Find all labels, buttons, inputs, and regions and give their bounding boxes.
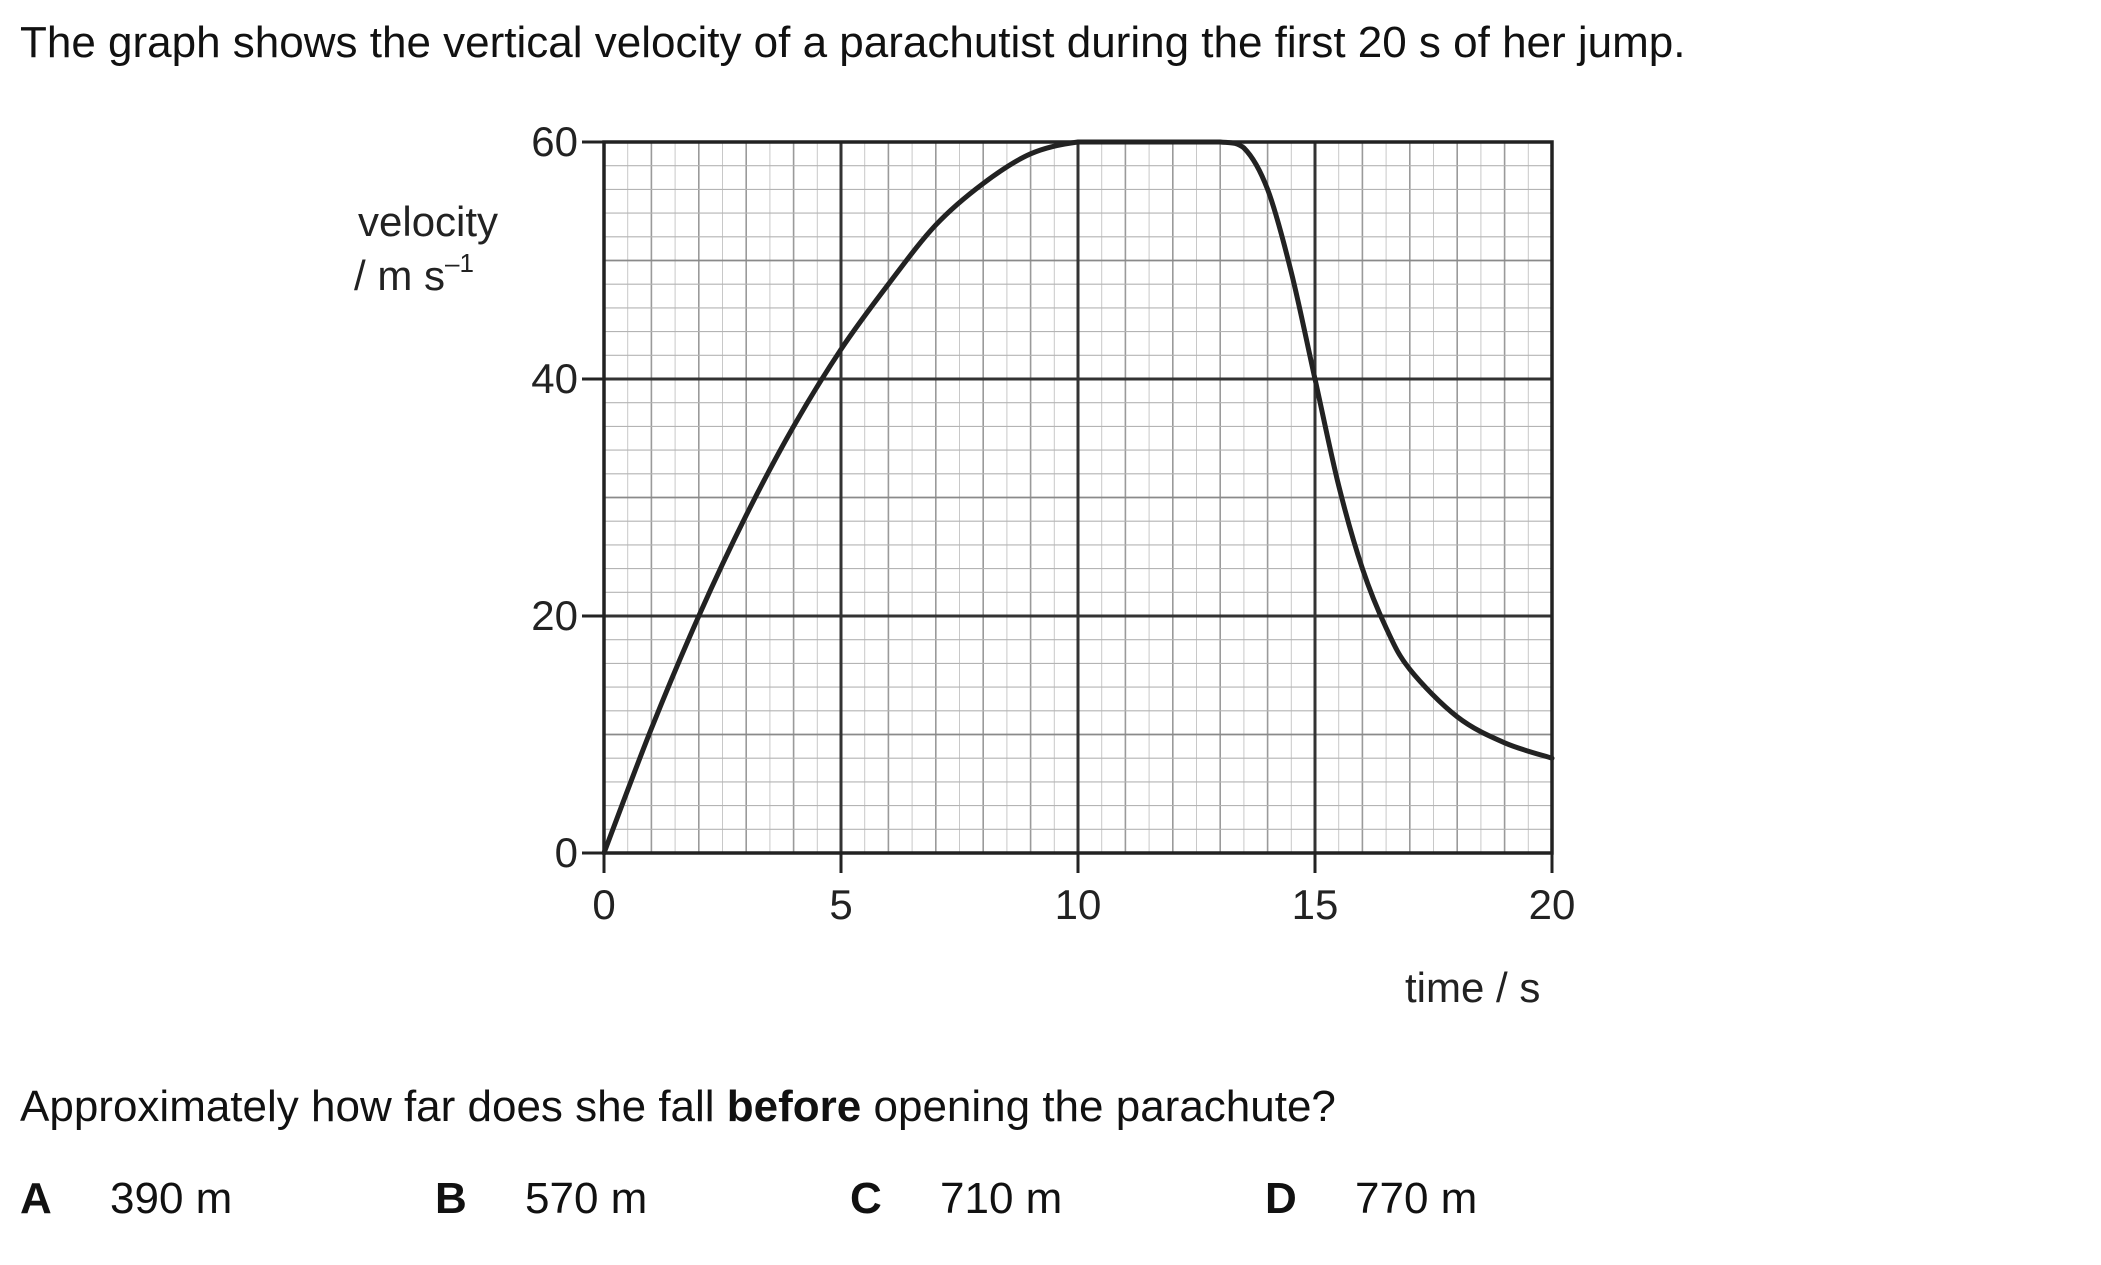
question-intro: The graph shows the vertical velocity of… <box>20 18 1686 67</box>
option-c-text: 710 m <box>940 1174 1063 1223</box>
option-c[interactable]: C 710 m <box>850 1170 1062 1228</box>
question-prompt: Approximately how far does she fall befo… <box>20 1078 1336 1136</box>
y-axis-unit: / m s <box>354 252 445 299</box>
question-prompt-start: Approximately how far does she fall <box>20 1082 727 1131</box>
y-axis-unit-superscript: –1 <box>445 248 474 278</box>
y-axis-label-line2: / m s–1 <box>354 248 474 299</box>
y-tick-label: 0 <box>555 829 578 876</box>
option-a[interactable]: A 390 m <box>20 1170 232 1228</box>
velocity-curve <box>601 139 1555 856</box>
x-tick-label: 0 <box>592 881 615 928</box>
option-c-letter: C <box>850 1174 882 1223</box>
y-tick-label: 40 <box>531 355 578 402</box>
option-a-text: 390 m <box>110 1174 233 1223</box>
y-tick-label: 20 <box>531 592 578 639</box>
x-tick-label: 10 <box>1055 881 1102 928</box>
y-tick-label: 60 <box>531 118 578 165</box>
option-a-letter: A <box>20 1174 52 1223</box>
option-b[interactable]: B 570 m <box>435 1170 647 1228</box>
minor-grid <box>604 142 1552 853</box>
question-prompt-emphasis: before <box>726 1082 862 1131</box>
option-b-text: 570 m <box>525 1174 648 1223</box>
x-axis-label: time / s <box>1405 964 1540 1011</box>
tick-marks <box>582 140 1554 873</box>
x-tick-label: 15 <box>1292 881 1339 928</box>
x-tick-label: 20 <box>1529 881 1576 928</box>
option-d-letter: D <box>1265 1174 1297 1223</box>
x-tick-label: 5 <box>829 881 852 928</box>
option-b-letter: B <box>435 1174 467 1223</box>
option-d[interactable]: D 770 m <box>1265 1170 1477 1228</box>
tick-labels: 0 20 40 60 0 5 10 15 20 <box>531 118 1575 928</box>
option-d-text: 770 m <box>1355 1174 1478 1223</box>
y-axis-label-line1: velocity <box>358 198 498 245</box>
question-prompt-end: opening the parachute? <box>861 1082 1336 1131</box>
